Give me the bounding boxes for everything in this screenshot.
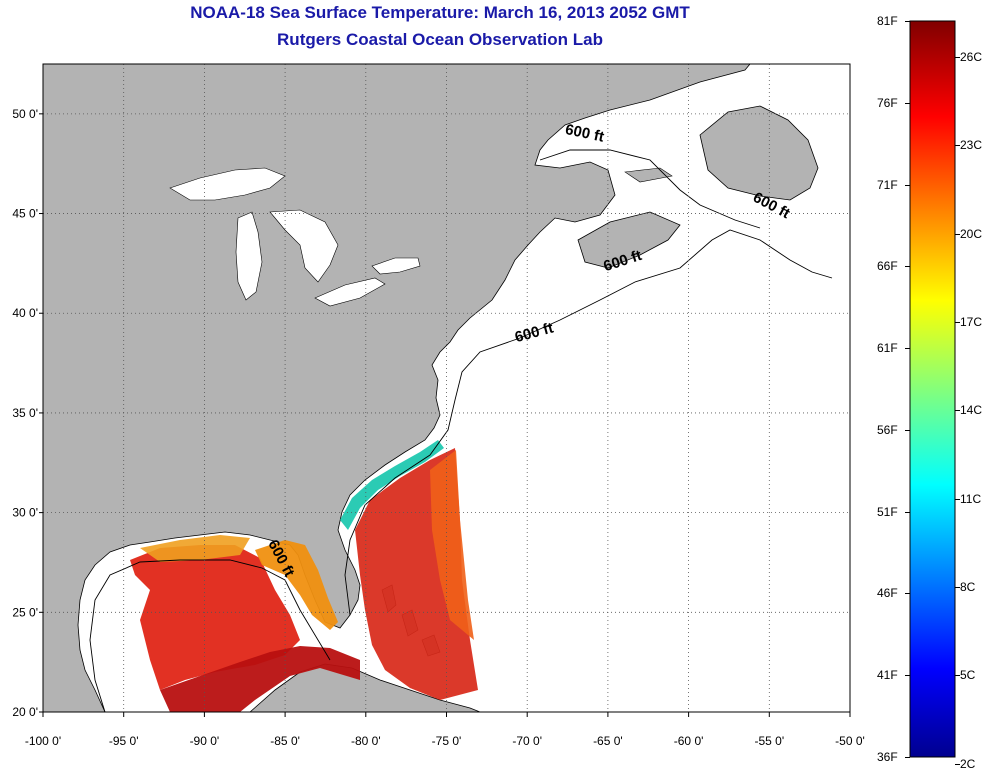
colorbar-tick-c bbox=[955, 675, 960, 677]
colorbar-label-f: 76F bbox=[877, 95, 898, 110]
colorbar-label-f: 66F bbox=[877, 259, 898, 274]
lat-tick-label: 25 0' bbox=[12, 605, 38, 619]
lake-erie bbox=[314, 277, 386, 307]
land-nova-scotia bbox=[577, 211, 681, 269]
sst-gulf-of-mexico bbox=[130, 545, 300, 690]
lake-michigan bbox=[235, 211, 263, 301]
colorbar-label-c: 5C bbox=[960, 668, 976, 683]
colorbar-tick-c bbox=[955, 410, 960, 412]
colorbar-label-f: 46F bbox=[877, 586, 898, 601]
contour-600ft-gulf-st-lawrence bbox=[539, 149, 761, 229]
land-newfoundland bbox=[699, 105, 819, 201]
lake-huron bbox=[269, 209, 339, 283]
colorbar-tick-c bbox=[955, 56, 960, 58]
colorbar-tick-c bbox=[955, 586, 960, 588]
lon-tick-label: -85 0' bbox=[270, 734, 300, 748]
sst-yucatan bbox=[160, 646, 360, 712]
lon-tick-label: -100 0' bbox=[25, 734, 61, 748]
lat-tick-label: 40 0' bbox=[12, 306, 38, 320]
colorbar-tick-f bbox=[905, 102, 910, 104]
lon-tick-label: -65 0' bbox=[593, 734, 623, 748]
colorbar-label-f: 51F bbox=[877, 504, 898, 519]
colorbar-tick-f bbox=[905, 266, 910, 268]
contour-600ft-atlantic bbox=[344, 229, 833, 616]
contour-600ft-gulf bbox=[89, 559, 331, 712]
colorbar-tick-f bbox=[905, 757, 910, 758]
colorbar-label-c: 8C bbox=[960, 579, 976, 594]
colorbar-tick-f bbox=[905, 184, 910, 186]
lake-ontario bbox=[371, 257, 421, 275]
colorbar-label-f: 36F bbox=[877, 750, 898, 764]
sst-open-ocean-east bbox=[430, 450, 474, 640]
lake-superior bbox=[169, 167, 286, 201]
colorbar-tick-c bbox=[955, 498, 960, 500]
graticule bbox=[43, 64, 850, 712]
colorbar-label-c: 23C bbox=[960, 138, 983, 153]
colorbar-label-f: 41F bbox=[877, 668, 898, 683]
colorbar-tick-c bbox=[955, 233, 960, 235]
lon-tick-label: -50 0' bbox=[835, 734, 865, 748]
colorbar-label-f: 71F bbox=[877, 177, 898, 192]
colorbar-tick-f bbox=[905, 675, 910, 677]
land-anticosti bbox=[624, 167, 673, 183]
land-north-america bbox=[43, 64, 751, 712]
map-subtitle: Rutgers Coastal Ocean Observation Lab bbox=[277, 30, 603, 49]
lon-tick-label: -90 0' bbox=[190, 734, 220, 748]
axis-ticks: -100 0' -95 0' -90 0' -85 0' -80 0' -75 0' -70… bbox=[12, 107, 864, 748]
colorbar-label-c: 2C bbox=[960, 756, 976, 771]
colorbar-label-c: 20C bbox=[960, 226, 983, 241]
lat-tick-label: 50 0' bbox=[12, 107, 38, 121]
colorbar-tick-f bbox=[905, 593, 910, 595]
colorbar-label-f: 61F bbox=[877, 341, 898, 356]
lon-tick-label: -95 0' bbox=[109, 734, 139, 748]
colorbar-tick-f bbox=[905, 21, 910, 22]
land-cuba bbox=[249, 663, 481, 712]
colorbar-tick-f bbox=[905, 429, 910, 431]
lon-tick-label: -70 0' bbox=[512, 734, 542, 748]
lat-tick-label: 20 0' bbox=[12, 705, 38, 719]
colorbar-tick-f bbox=[905, 511, 910, 513]
colorbar-gradient bbox=[909, 20, 956, 758]
colorbar-tick-c bbox=[955, 321, 960, 323]
colorbar-label-f: 81F bbox=[877, 14, 898, 28]
lat-tick-label: 45 0' bbox=[12, 207, 38, 221]
lon-tick-label: -60 0' bbox=[674, 734, 704, 748]
colorbar-label-c: 11C bbox=[960, 491, 982, 506]
colorbar-label-c: 17C bbox=[960, 314, 983, 329]
lon-tick-label: -80 0' bbox=[351, 734, 381, 748]
map-title: NOAA-18 Sea Surface Temperature: March 1… bbox=[190, 3, 690, 22]
colorbar-label-f: 56F bbox=[877, 422, 898, 437]
colorbar-label-c: 14C bbox=[960, 403, 983, 418]
lon-tick-label: -55 0' bbox=[754, 734, 784, 748]
lat-tick-label: 30 0' bbox=[12, 506, 38, 520]
lon-tick-label: -75 0' bbox=[432, 734, 462, 748]
colorbar-tick-c bbox=[955, 763, 960, 765]
lat-tick-label: 35 0' bbox=[12, 406, 38, 420]
sst-florida-shelf bbox=[255, 540, 338, 630]
colorbar-tick-c bbox=[955, 145, 960, 147]
colorbar-label-c: 26C bbox=[960, 49, 983, 64]
sst-gulf-north-coast bbox=[140, 535, 250, 562]
colorbar-tick-f bbox=[905, 348, 910, 350]
